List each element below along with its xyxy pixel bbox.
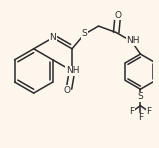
- Text: F: F: [138, 113, 143, 122]
- Text: F: F: [146, 107, 151, 116]
- Text: NH: NH: [66, 66, 80, 75]
- Text: F: F: [129, 107, 135, 116]
- Text: S: S: [138, 92, 144, 101]
- Text: N: N: [49, 33, 56, 42]
- Text: O: O: [115, 11, 122, 20]
- Text: S: S: [82, 29, 87, 38]
- Text: O: O: [64, 86, 71, 95]
- Text: NH: NH: [126, 36, 140, 45]
